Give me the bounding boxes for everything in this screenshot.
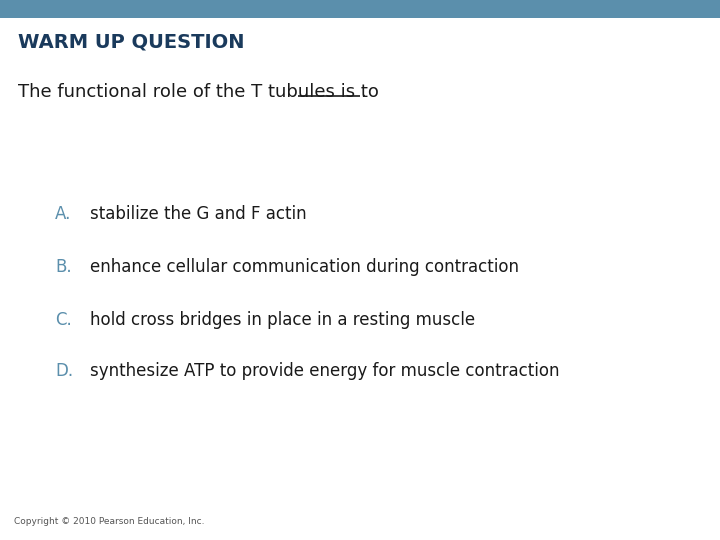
Text: stabilize the G and F actin: stabilize the G and F actin <box>90 205 307 223</box>
Text: C.: C. <box>55 311 72 329</box>
Bar <box>0 0 720 18</box>
Text: enhance cellular communication during contraction: enhance cellular communication during co… <box>90 258 519 276</box>
Text: .: . <box>361 83 366 101</box>
Text: The functional role of the T tubules is to: The functional role of the T tubules is … <box>18 83 384 101</box>
Text: A.: A. <box>55 205 71 223</box>
Text: synthesize ATP to provide energy for muscle contraction: synthesize ATP to provide energy for mus… <box>90 362 559 380</box>
Text: B.: B. <box>55 258 71 276</box>
Text: WARM UP QUESTION: WARM UP QUESTION <box>18 32 245 51</box>
Text: hold cross bridges in place in a resting muscle: hold cross bridges in place in a resting… <box>90 311 475 329</box>
Text: D.: D. <box>55 362 73 380</box>
Text: Copyright © 2010 Pearson Education, Inc.: Copyright © 2010 Pearson Education, Inc. <box>14 517 204 526</box>
